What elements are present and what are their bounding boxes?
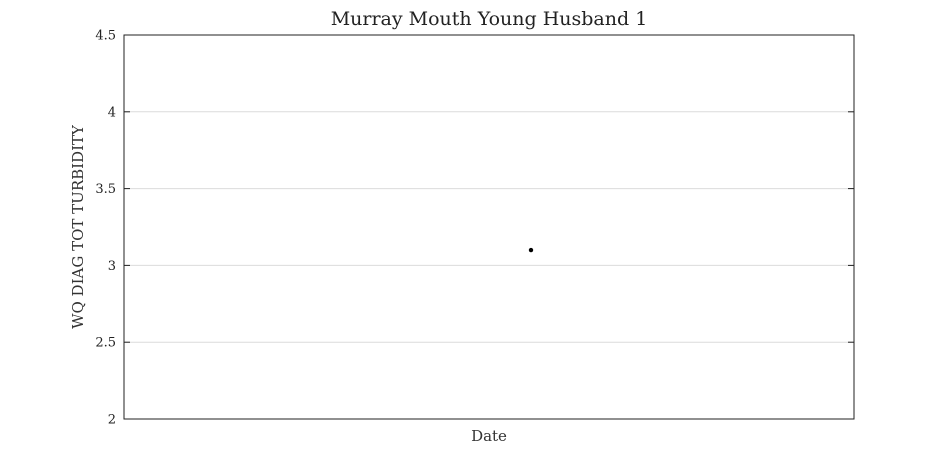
y-tick-label: 4 xyxy=(108,105,116,120)
data-point xyxy=(528,247,534,253)
y-tick-label: 3 xyxy=(108,259,116,274)
plot-frame xyxy=(123,34,855,420)
y-tick-label: 2 xyxy=(108,413,116,428)
chart-title: Murray Mouth Young Husband 1 xyxy=(331,8,648,30)
y-tick-label: 4.5 xyxy=(95,29,116,44)
y-axis-tick-labels: 2 2.5 3 3.5 4 4.5 xyxy=(95,29,116,428)
y-axis-ticks xyxy=(124,34,854,420)
y-tick-label: 3.5 xyxy=(95,182,116,197)
grid-lines xyxy=(124,111,854,343)
y-axis-label: WQ DIAG TOT TURBIDITY xyxy=(69,124,87,329)
x-axis-label: Date xyxy=(471,427,507,445)
y-tick-label: 2.5 xyxy=(95,336,116,351)
data-points xyxy=(528,247,534,253)
